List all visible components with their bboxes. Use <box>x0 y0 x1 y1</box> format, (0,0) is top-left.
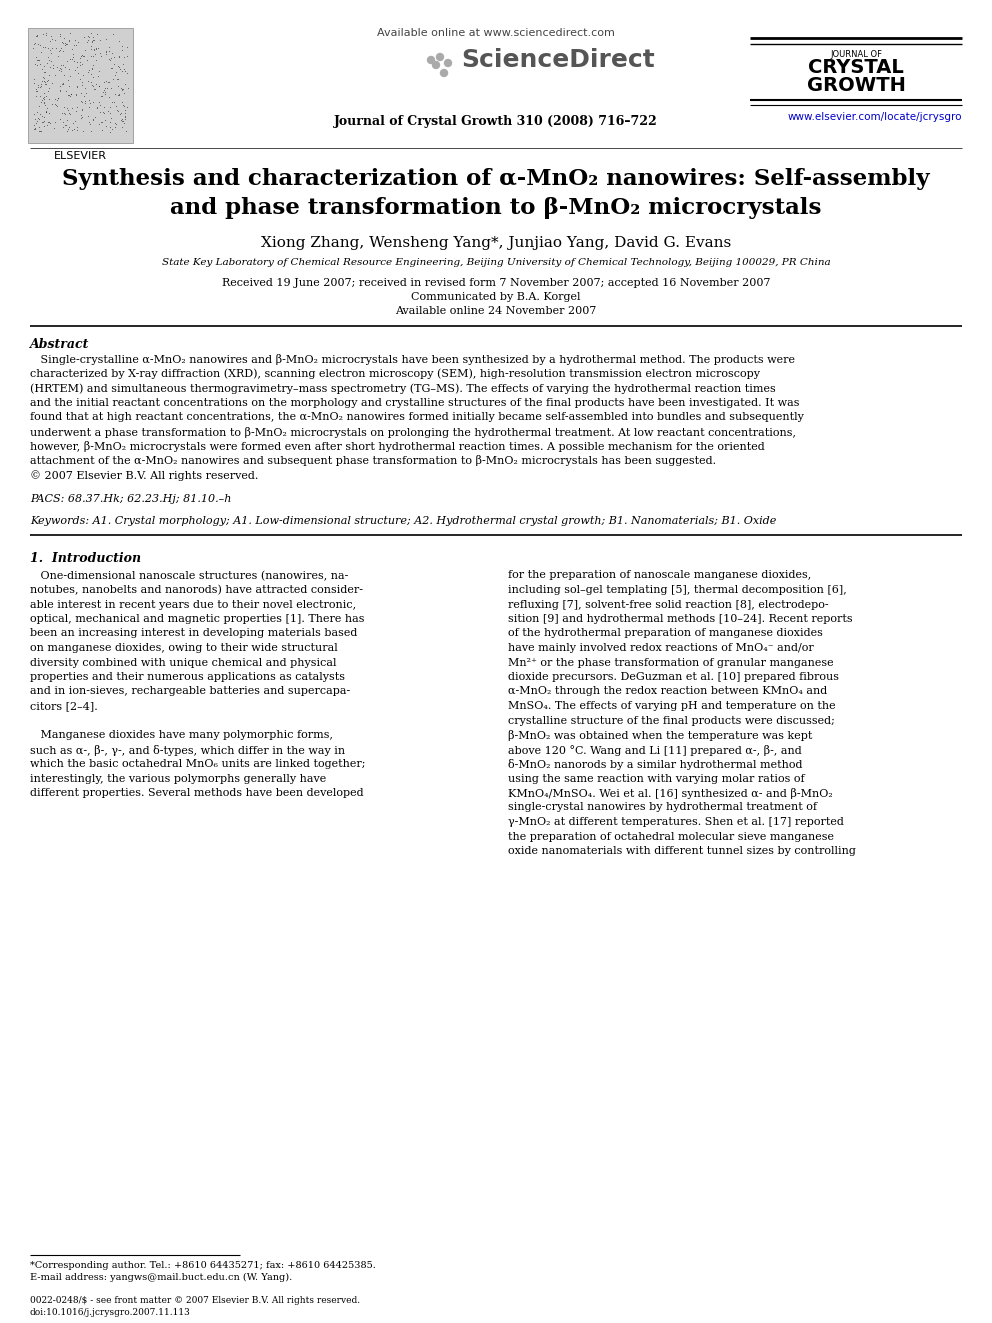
Text: notubes, nanobelts and nanorods) have attracted consider-: notubes, nanobelts and nanorods) have at… <box>30 585 363 595</box>
Text: ELSEVIER: ELSEVIER <box>54 151 106 161</box>
Text: δ-MnO₂ nanorods by a similar hydrothermal method: δ-MnO₂ nanorods by a similar hydrotherma… <box>508 759 803 770</box>
Text: characterized by X-ray diffraction (XRD), scanning electron microscopy (SEM), hi: characterized by X-ray diffraction (XRD)… <box>30 369 760 380</box>
Text: γ-MnO₂ at different temperatures. Shen et al. [17] reported: γ-MnO₂ at different temperatures. Shen e… <box>508 818 844 827</box>
Text: above 120 °C. Wang and Li [11] prepared α-, β-, and: above 120 °C. Wang and Li [11] prepared … <box>508 745 802 755</box>
Text: crystalline structure of the final products were discussed;: crystalline structure of the final produ… <box>508 716 835 725</box>
Text: using the same reaction with varying molar ratios of: using the same reaction with varying mol… <box>508 774 805 783</box>
Text: Synthesis and characterization of α-MnO₂ nanowires: Self-assembly: Synthesis and characterization of α-MnO₂… <box>62 168 930 191</box>
Text: have mainly involved redox reactions of MnO₄⁻ and/or: have mainly involved redox reactions of … <box>508 643 813 654</box>
Text: the preparation of octahedral molecular sieve manganese: the preparation of octahedral molecular … <box>508 831 834 841</box>
Text: Available online 24 November 2007: Available online 24 November 2007 <box>396 306 596 316</box>
Text: ScienceDirect: ScienceDirect <box>461 48 655 71</box>
Text: KMnO₄/MnSO₄. Wei et al. [16] synthesized α- and β-MnO₂: KMnO₄/MnSO₄. Wei et al. [16] synthesized… <box>508 789 832 799</box>
Text: α-MnO₂ through the redox reaction between KMnO₄ and: α-MnO₂ through the redox reaction betwee… <box>508 687 827 696</box>
Text: different properties. Several methods have been developed: different properties. Several methods ha… <box>30 789 364 798</box>
Text: JOURNAL OF: JOURNAL OF <box>830 50 882 60</box>
Text: Abstract: Abstract <box>30 337 89 351</box>
Text: Manganese dioxides have many polymorphic forms,: Manganese dioxides have many polymorphic… <box>30 730 333 740</box>
Text: able interest in recent years due to their novel electronic,: able interest in recent years due to the… <box>30 599 356 610</box>
Text: for the preparation of nanoscale manganese dioxides,: for the preparation of nanoscale mangane… <box>508 570 811 581</box>
Circle shape <box>428 57 434 64</box>
Text: sition [9] and hydrothermal methods [10–24]. Recent reports: sition [9] and hydrothermal methods [10–… <box>508 614 853 624</box>
Text: and phase transformation to β-MnO₂ microcrystals: and phase transformation to β-MnO₂ micro… <box>171 197 821 220</box>
Text: found that at high reactant concentrations, the α-MnO₂ nanowires formed initiall: found that at high reactant concentratio… <box>30 411 804 422</box>
Text: GROWTH: GROWTH <box>806 75 906 95</box>
Text: on manganese dioxides, owing to their wide structural: on manganese dioxides, owing to their wi… <box>30 643 337 654</box>
FancyBboxPatch shape <box>28 28 133 143</box>
Text: State Key Laboratory of Chemical Resource Engineering, Beijing University of Che: State Key Laboratory of Chemical Resourc… <box>162 258 830 267</box>
Text: (HRTEM) and simultaneous thermogravimetry–mass spectrometry (TG–MS). The effects: (HRTEM) and simultaneous thermogravimetr… <box>30 382 776 393</box>
Text: and the initial reactant concentrations on the morphology and crystalline struct: and the initial reactant concentrations … <box>30 397 800 407</box>
Text: Xiong Zhang, Wensheng Yang*, Junjiao Yang, David G. Evans: Xiong Zhang, Wensheng Yang*, Junjiao Yan… <box>261 235 731 250</box>
Text: citors [2–4].: citors [2–4]. <box>30 701 98 710</box>
Text: PACS: 68.37.Hk; 62.23.Hj; 81.10.–h: PACS: 68.37.Hk; 62.23.Hj; 81.10.–h <box>30 495 231 504</box>
Circle shape <box>436 53 443 61</box>
Text: Single-crystalline α-MnO₂ nanowires and β-MnO₂ microcrystals have been synthesiz: Single-crystalline α-MnO₂ nanowires and … <box>30 355 795 365</box>
Text: of the hydrothermal preparation of manganese dioxides: of the hydrothermal preparation of manga… <box>508 628 823 639</box>
Text: doi:10.1016/j.jcrysgro.2007.11.113: doi:10.1016/j.jcrysgro.2007.11.113 <box>30 1308 190 1316</box>
Text: www.elsevier.com/locate/jcrysgro: www.elsevier.com/locate/jcrysgro <box>788 112 962 122</box>
Text: Mn²⁺ or the phase transformation of granular manganese: Mn²⁺ or the phase transformation of gran… <box>508 658 833 668</box>
Text: E-mail address: yangws@mail.buct.edu.cn (W. Yang).: E-mail address: yangws@mail.buct.edu.cn … <box>30 1273 293 1282</box>
Text: refluxing [7], solvent-free solid reaction [8], electrodepo-: refluxing [7], solvent-free solid reacti… <box>508 599 828 610</box>
Text: been an increasing interest in developing materials based: been an increasing interest in developin… <box>30 628 357 639</box>
Text: β-MnO₂ was obtained when the temperature was kept: β-MnO₂ was obtained when the temperature… <box>508 730 812 741</box>
Text: including sol–gel templating [5], thermal decomposition [6],: including sol–gel templating [5], therma… <box>508 585 847 595</box>
Text: underwent a phase transformation to β-MnO₂ microcrystals on prolonging the hydro: underwent a phase transformation to β-Mn… <box>30 426 796 438</box>
Text: such as α-, β-, γ-, and δ-types, which differ in the way in: such as α-, β-, γ-, and δ-types, which d… <box>30 745 345 755</box>
Text: Journal of Crystal Growth 310 (2008) 716–722: Journal of Crystal Growth 310 (2008) 716… <box>334 115 658 128</box>
Text: MnSO₄. The effects of varying pH and temperature on the: MnSO₄. The effects of varying pH and tem… <box>508 701 835 710</box>
Text: Available online at www.sciencedirect.com: Available online at www.sciencedirect.co… <box>377 28 615 38</box>
Text: Received 19 June 2007; received in revised form 7 November 2007; accepted 16 Nov: Received 19 June 2007; received in revis… <box>222 278 770 288</box>
Text: *Corresponding author. Tel.: +8610 64435271; fax: +8610 64425385.: *Corresponding author. Tel.: +8610 64435… <box>30 1261 376 1270</box>
Text: 1.  Introduction: 1. Introduction <box>30 553 141 565</box>
Text: CRYSTAL: CRYSTAL <box>808 58 904 77</box>
Text: however, β-MnO₂ microcrystals were formed even after short hydrothermal reaction: however, β-MnO₂ microcrystals were forme… <box>30 441 765 452</box>
Text: optical, mechanical and magnetic properties [1]. There has: optical, mechanical and magnetic propert… <box>30 614 364 624</box>
Text: dioxide precursors. DeGuzman et al. [10] prepared fibrous: dioxide precursors. DeGuzman et al. [10]… <box>508 672 839 681</box>
Text: Communicated by B.A. Korgel: Communicated by B.A. Korgel <box>412 292 580 302</box>
Circle shape <box>433 61 439 69</box>
Text: © 2007 Elsevier B.V. All rights reserved.: © 2007 Elsevier B.V. All rights reserved… <box>30 470 258 480</box>
Text: properties and their numerous applications as catalysts: properties and their numerous applicatio… <box>30 672 345 681</box>
Text: interestingly, the various polymorphs generally have: interestingly, the various polymorphs ge… <box>30 774 326 783</box>
Text: attachment of the α-MnO₂ nanowires and subsequent phase transformation to β-MnO₂: attachment of the α-MnO₂ nanowires and s… <box>30 455 716 467</box>
Text: diversity combined with unique chemical and physical: diversity combined with unique chemical … <box>30 658 336 668</box>
Text: One-dimensional nanoscale structures (nanowires, na-: One-dimensional nanoscale structures (na… <box>30 570 348 581</box>
Circle shape <box>444 60 451 66</box>
Text: and in ion-sieves, rechargeable batteries and supercapa-: and in ion-sieves, rechargeable batterie… <box>30 687 350 696</box>
Text: oxide nanomaterials with different tunnel sizes by controlling: oxide nanomaterials with different tunne… <box>508 845 856 856</box>
Circle shape <box>440 70 447 77</box>
Text: single-crystal nanowires by hydrothermal treatment of: single-crystal nanowires by hydrothermal… <box>508 803 817 812</box>
Text: 0022-0248/$ - see front matter © 2007 Elsevier B.V. All rights reserved.: 0022-0248/$ - see front matter © 2007 El… <box>30 1297 360 1304</box>
Text: Keywords: A1. Crystal morphology; A1. Low-dimensional structure; A2. Hydrotherma: Keywords: A1. Crystal morphology; A1. Lo… <box>30 516 777 527</box>
Text: which the basic octahedral MnO₆ units are linked together;: which the basic octahedral MnO₆ units ar… <box>30 759 365 769</box>
